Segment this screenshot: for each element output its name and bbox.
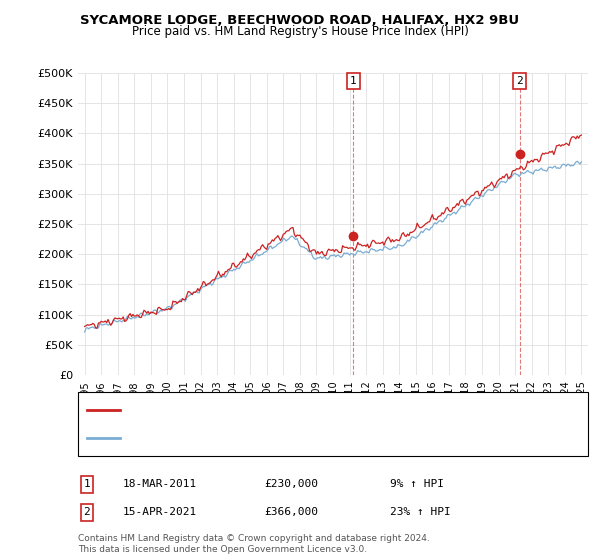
Text: Price paid vs. HM Land Registry's House Price Index (HPI): Price paid vs. HM Land Registry's House … xyxy=(131,25,469,38)
Text: £230,000: £230,000 xyxy=(264,479,318,489)
Text: This data is licensed under the Open Government Licence v3.0.: This data is licensed under the Open Gov… xyxy=(78,545,367,554)
Text: 18-MAR-2011: 18-MAR-2011 xyxy=(123,479,197,489)
Text: 23% ↑ HPI: 23% ↑ HPI xyxy=(390,507,451,517)
Text: 2: 2 xyxy=(83,507,91,517)
Text: £366,000: £366,000 xyxy=(264,507,318,517)
Text: SYCAMORE LODGE, BEECHWOOD ROAD, HALIFAX, HX2 9BU: SYCAMORE LODGE, BEECHWOOD ROAD, HALIFAX,… xyxy=(80,14,520,27)
Text: 15-APR-2021: 15-APR-2021 xyxy=(123,507,197,517)
Text: Contains HM Land Registry data © Crown copyright and database right 2024.: Contains HM Land Registry data © Crown c… xyxy=(78,534,430,543)
Text: 9% ↑ HPI: 9% ↑ HPI xyxy=(390,479,444,489)
Text: 1: 1 xyxy=(83,479,91,489)
Text: 1: 1 xyxy=(350,76,356,86)
Text: 2: 2 xyxy=(517,76,523,86)
Text: SYCAMORE LODGE, BEECHWOOD ROAD, HALIFAX, HX2 9BU (detached house): SYCAMORE LODGE, BEECHWOOD ROAD, HALIFAX,… xyxy=(126,405,530,415)
Text: HPI: Average price, detached house, Calderdale: HPI: Average price, detached house, Cald… xyxy=(126,433,375,444)
